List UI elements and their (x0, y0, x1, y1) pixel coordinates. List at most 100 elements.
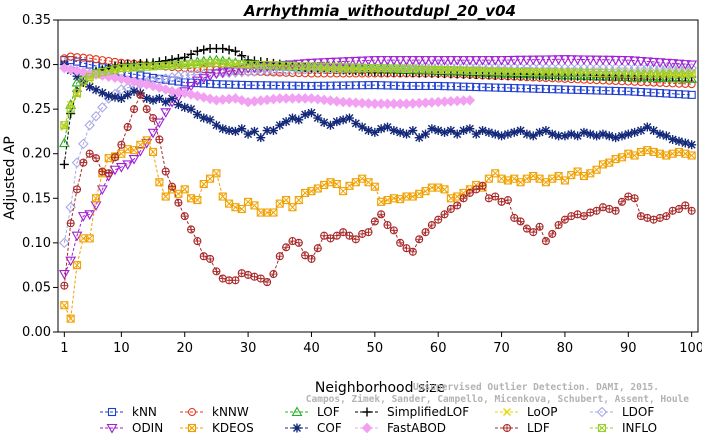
data-point (79, 59, 88, 68)
data-point (166, 86, 178, 97)
chart-title: Arrhythmia_withoutdupl_20_v04 (243, 2, 516, 20)
data-point (325, 95, 336, 106)
data-point (584, 55, 596, 66)
data-point (313, 244, 322, 253)
data-point (312, 93, 324, 105)
data-point (307, 254, 316, 263)
data-point (236, 65, 248, 75)
data-point (440, 210, 449, 219)
series-line (63, 64, 692, 146)
legend-marker (362, 407, 372, 417)
data-point (687, 69, 696, 78)
data-point (548, 85, 557, 94)
data-point (566, 129, 576, 139)
data-point (319, 118, 329, 128)
data-point (288, 81, 297, 90)
y-axis: 0.00 0.05 0.10 0.15 0.20 0.25 0.30 0.35 (22, 13, 58, 340)
data-point (72, 89, 82, 98)
legend-label: kNNW (212, 405, 249, 419)
y-tick-label: 0.15 (22, 191, 51, 206)
series-fastabod (59, 62, 476, 110)
legend-item-loop: LoOP (495, 405, 558, 419)
data-point (153, 118, 165, 129)
data-point (484, 127, 494, 137)
data-point (465, 124, 475, 134)
data-point (123, 122, 132, 132)
data-point (471, 129, 481, 139)
data-point (489, 56, 501, 66)
data-point (223, 67, 235, 77)
data-point (104, 91, 114, 101)
x-tick-label: 60 (430, 341, 447, 356)
series-inflo (60, 58, 696, 130)
data-point (453, 201, 462, 210)
data-point (332, 231, 341, 240)
data-point (77, 212, 89, 222)
legend-marker (292, 423, 302, 433)
legend-item-ldof: LDOF (590, 405, 654, 419)
data-point (59, 237, 70, 249)
series-odin (58, 55, 698, 280)
legend-label: INFLO (622, 421, 657, 434)
data-point (344, 57, 355, 67)
data-point (98, 56, 107, 65)
data-point (167, 55, 177, 65)
data-point (559, 55, 571, 65)
data-point (377, 81, 386, 90)
data-point (554, 131, 564, 141)
data-point (402, 81, 411, 91)
data-point (230, 46, 240, 56)
data-point (662, 212, 671, 221)
data-point (173, 100, 183, 110)
data-point (394, 56, 406, 66)
data-point (389, 226, 398, 235)
data-point (446, 126, 456, 136)
data-point (687, 140, 697, 150)
data-point (661, 131, 671, 141)
data-point (421, 81, 430, 91)
data-point (339, 228, 348, 237)
data-point (510, 213, 519, 222)
data-point (383, 122, 393, 132)
data-point (358, 81, 367, 90)
data-point (478, 83, 487, 92)
data-point (369, 56, 381, 66)
data-point (337, 57, 349, 68)
legend-item-simplifiedlof: SimplifiedLOF (355, 405, 469, 419)
data-point (497, 83, 506, 92)
data-point (122, 160, 134, 171)
x-axis-label: Neighborhood size (315, 380, 445, 396)
data-point (117, 140, 126, 149)
data-point (237, 51, 247, 61)
data-point (389, 81, 398, 90)
data-point (326, 81, 335, 90)
data-point (218, 192, 227, 201)
data-point (363, 56, 374, 67)
data-point (687, 90, 696, 99)
data-point (572, 55, 584, 66)
data-point (331, 96, 343, 107)
data-point (301, 81, 310, 90)
data-point (611, 206, 620, 215)
data-point (648, 57, 660, 68)
data-point (649, 126, 659, 136)
data-point (529, 84, 538, 93)
legend-label: SimplifiedLOF (387, 405, 469, 419)
data-point (275, 81, 284, 90)
legend-item-inflo: INFLO (590, 421, 657, 434)
legend: kNN kNNW LOF SimplifiedLOF LoOP LDOF ODIN KDEOS… (100, 405, 657, 434)
data-point (269, 270, 278, 279)
data-point (445, 56, 457, 66)
data-point (356, 56, 368, 67)
data-point (90, 110, 102, 122)
data-point (370, 127, 380, 137)
data-point (546, 55, 558, 66)
data-point (134, 146, 146, 157)
x-tick-label: 40 (303, 341, 320, 356)
data-point (630, 194, 639, 203)
data-point (611, 86, 620, 96)
data-point (307, 81, 316, 91)
legend-label: KDEOS (212, 421, 254, 434)
data-point (282, 81, 291, 90)
data-point (484, 194, 493, 203)
